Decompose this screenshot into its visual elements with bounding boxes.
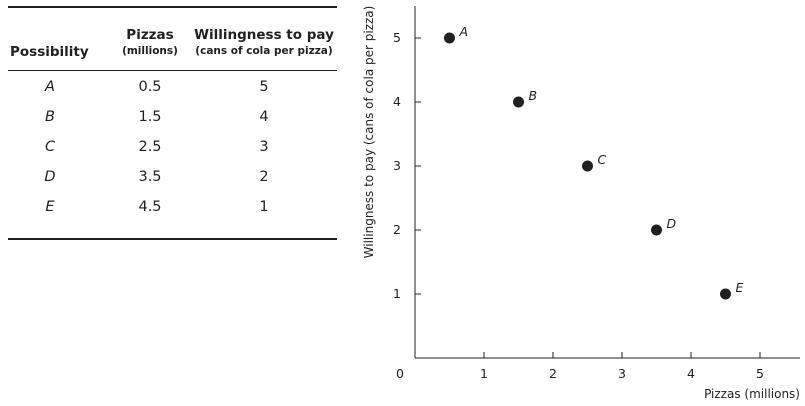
y-tick-label: 5	[393, 30, 401, 45]
row-c-wtp: 3	[259, 139, 269, 155]
y-tick-label: 4	[393, 94, 401, 109]
x-ticks: 0 1 2 3 4 5	[396, 352, 764, 381]
row-a-possibility: A	[45, 79, 55, 95]
table-top-rule	[8, 6, 337, 8]
point-b	[513, 96, 524, 108]
row-c-pizzas: 2.5	[138, 139, 162, 155]
chart-canvas: 1 2 3 4 5 0 1 2 3 4 5 A B C D E Willingness to pay (c…	[362, 6, 800, 401]
x-tick-label: 4	[687, 366, 695, 381]
point-a	[444, 32, 455, 44]
header-pizzas: Pizzas	[126, 27, 174, 43]
row-d-possibility: D	[44, 169, 56, 185]
x-tick-label: 5	[756, 366, 764, 381]
y-ticks: 1 2 3 4 5	[393, 30, 421, 301]
table-bottom-rule	[8, 238, 337, 240]
x-tick-label: 2	[549, 366, 557, 381]
point-label-a: A	[459, 24, 469, 39]
point-d	[651, 224, 662, 236]
header-possibility: Possibility	[10, 44, 89, 60]
row-b-possibility: B	[45, 109, 55, 125]
point-label-e: E	[736, 280, 744, 295]
header-willingness-to-pay: Willingness to pay	[194, 27, 334, 43]
y-tick-label: 1	[393, 286, 401, 301]
x-tick-label: 0	[396, 366, 404, 381]
row-b-pizzas: 1.5	[138, 109, 162, 125]
data-points: A B C D E	[444, 24, 744, 300]
row-a-pizzas: 0.5	[138, 79, 162, 95]
row-d-pizzas: 3.5	[138, 169, 162, 185]
row-d-wtp: 2	[259, 169, 269, 185]
point-label-d: D	[667, 216, 677, 231]
x-tick-label: 3	[618, 366, 626, 381]
row-e-wtp: 1	[259, 199, 269, 215]
point-label-b: B	[529, 88, 538, 103]
header-willingness-to-pay-unit: (cans of cola per pizza)	[195, 45, 333, 57]
x-tick-label: 1	[480, 366, 488, 381]
row-b-wtp: 4	[259, 109, 269, 125]
point-e	[720, 288, 731, 300]
y-tick-label: 3	[393, 158, 401, 173]
y-axis-label: Willingness to pay (cans of cola per piz…	[362, 6, 376, 259]
point-label-c: C	[598, 152, 607, 167]
row-e-possibility: E	[45, 199, 55, 215]
header-pizzas-unit: (millions)	[122, 45, 178, 57]
x-axis-label: Pizzas (millions)	[704, 387, 800, 401]
row-a-wtp: 5	[259, 79, 269, 95]
y-tick-label: 2	[393, 222, 401, 237]
row-c-possibility: C	[44, 139, 56, 155]
row-e-pizzas: 4.5	[138, 199, 162, 215]
point-c	[582, 160, 593, 172]
data-table: Possibility Pizzas (millions) Willingnes…	[0, 0, 345, 406]
table-header-rule	[8, 70, 337, 71]
scatter-chart: 1 2 3 4 5 0 1 2 3 4 5 A B C D E Willingness to pay (c…	[345, 0, 805, 406]
